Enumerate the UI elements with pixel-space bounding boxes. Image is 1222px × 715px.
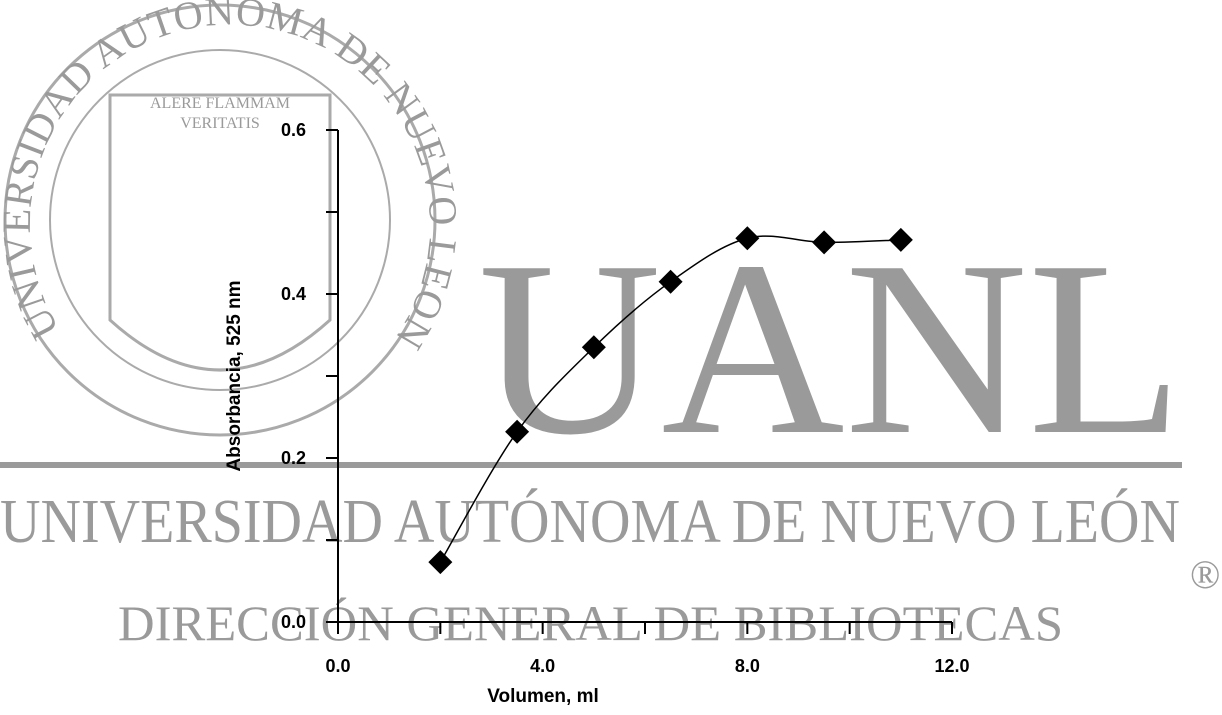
diamond-marker [658, 269, 683, 294]
y-tick-label: 0.6 [281, 120, 306, 140]
y-axis-title: Absorbancia, 525 nm [224, 280, 245, 471]
diamond-marker [505, 419, 530, 444]
seal-ring [49, 49, 391, 391]
diamond-marker [735, 226, 760, 251]
diamond-marker [428, 550, 453, 575]
y-tick-label: 0.2 [281, 448, 306, 468]
motto: VERITATIS [180, 115, 260, 132]
diamond-marker [888, 227, 913, 252]
registered: ® [1190, 552, 1220, 597]
x-tick-label: 4.0 [530, 656, 555, 676]
seal-shield [108, 93, 332, 372]
y-tick-label: 0.4 [281, 284, 306, 304]
seal-ring [3, 3, 437, 437]
diamond-marker [581, 335, 606, 360]
x-axis-title: Volumen, ml [487, 686, 599, 707]
rule [0, 462, 1182, 468]
motto: ALERE FLAMMAM [150, 95, 290, 112]
y-tick-label: 0.0 [281, 612, 306, 632]
x-tick-label: 0.0 [325, 656, 350, 676]
diamond-marker [812, 230, 837, 255]
watermark: UNIVERSIDAD AUTONOMA DE NUEVO LEON ALERE… [0, 0, 1220, 651]
x-tick-label: 12.0 [934, 656, 969, 676]
university: UNIVERSIDAD AUTÓNOMA DE NUEVO LEÓN [0, 488, 1180, 556]
x-tick-label: 8.0 [735, 656, 760, 676]
